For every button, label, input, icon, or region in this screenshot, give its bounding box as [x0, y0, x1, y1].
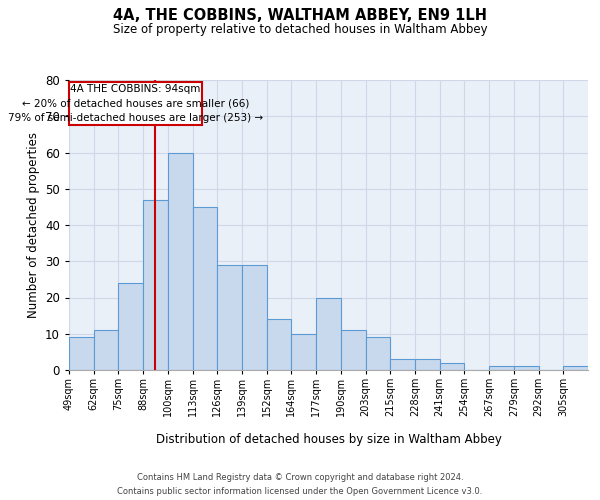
Bar [365, 338, 390, 370]
Text: Size of property relative to detached houses in Waltham Abbey: Size of property relative to detached ho… [113, 22, 487, 36]
Bar [489, 366, 514, 370]
Bar [440, 363, 464, 370]
Bar [415, 359, 440, 370]
Bar [563, 366, 588, 370]
Bar [69, 338, 94, 370]
Text: 79% of semi-detached houses are larger (253) →: 79% of semi-detached houses are larger (… [8, 112, 263, 122]
Bar [143, 200, 168, 370]
Bar [168, 152, 193, 370]
Bar [242, 265, 267, 370]
Bar [118, 283, 143, 370]
Y-axis label: Number of detached properties: Number of detached properties [26, 132, 40, 318]
Text: 4A, THE COBBINS, WALTHAM ABBEY, EN9 1LH: 4A, THE COBBINS, WALTHAM ABBEY, EN9 1LH [113, 8, 487, 22]
Bar [217, 265, 242, 370]
Bar [390, 359, 415, 370]
Text: Contains public sector information licensed under the Open Government Licence v3: Contains public sector information licen… [118, 486, 482, 496]
FancyBboxPatch shape [69, 82, 202, 126]
Text: ← 20% of detached houses are smaller (66): ← 20% of detached houses are smaller (66… [22, 98, 249, 108]
Text: 4A THE COBBINS: 94sqm: 4A THE COBBINS: 94sqm [70, 84, 201, 94]
Text: Distribution of detached houses by size in Waltham Abbey: Distribution of detached houses by size … [156, 432, 502, 446]
Bar [267, 320, 292, 370]
Bar [193, 207, 217, 370]
Bar [341, 330, 365, 370]
Bar [514, 366, 539, 370]
Bar [292, 334, 316, 370]
Bar [94, 330, 118, 370]
Bar [316, 298, 341, 370]
Text: Contains HM Land Registry data © Crown copyright and database right 2024.: Contains HM Land Registry data © Crown c… [137, 472, 463, 482]
